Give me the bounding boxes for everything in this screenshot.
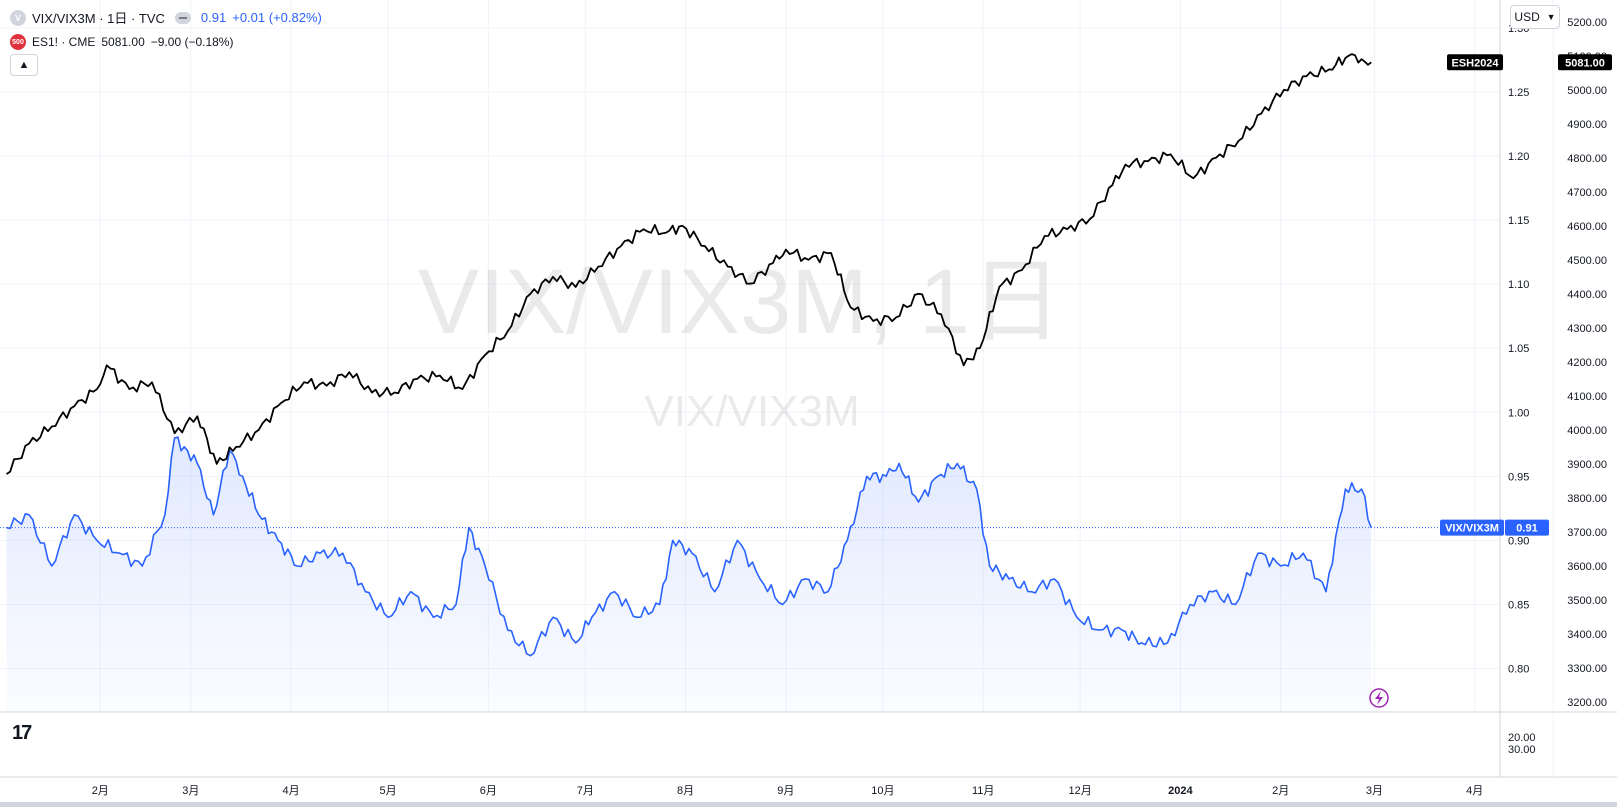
right-axis-tick-label: 3900.00	[1567, 459, 1607, 471]
right-axis-tick-label: 3200.00	[1567, 697, 1607, 709]
time-tick-label: 7月	[577, 785, 594, 797]
time-tick-label: 3月	[1366, 785, 1383, 797]
vix-series-name-tag-bg	[1440, 519, 1504, 536]
right-axis-tick-label: 4400.00	[1567, 289, 1607, 301]
right-axis-tick-label: 4200.00	[1567, 357, 1607, 369]
legend-main-symbol[interactable]: VIX/VIX3M · 1日 · TVC	[32, 11, 165, 26]
currency-selector[interactable]: USD ▼	[1510, 5, 1560, 29]
bottom-scrollbar	[0, 802, 1617, 807]
right-axis-tick-label: 3800.00	[1567, 493, 1607, 505]
pane2-axis-tick-label: 30.00	[1508, 744, 1536, 756]
left-axis-tick-label: 1.00	[1508, 407, 1529, 419]
time-tick-label: 4月	[283, 785, 300, 797]
right-axis-tick-label: 4700.00	[1567, 187, 1607, 199]
left-axis-tick-label: 1.20	[1508, 151, 1529, 163]
chevron-down-icon: ▼	[1546, 12, 1556, 22]
vix-last-value-tag-bg	[1505, 519, 1549, 536]
tradingview-logo[interactable]: 17	[12, 722, 32, 744]
time-tick-label: 6月	[480, 785, 497, 797]
right-axis-tick-label: 4000.00	[1567, 425, 1607, 437]
time-tick-label: 12月	[1069, 785, 1092, 797]
time-axis[interactable]: 2月 3月 4月 5月 6月 7月 8月 9月 10月 11月 12月 2024 2月 3月 4月	[92, 785, 1484, 797]
es-last-value-tag-bg	[1558, 54, 1612, 71]
series-esh2024	[5, 53, 1372, 475]
time-tick-label: 4月	[1466, 785, 1483, 797]
vix-line	[6, 436, 1372, 657]
time-tick-label: 2月	[92, 785, 109, 797]
time-tick-label: 3月	[182, 785, 199, 797]
right-axis-tick-label: 3600.00	[1567, 561, 1607, 573]
sp500-icon: 500	[10, 34, 26, 50]
last-value-labels: VIX/VIX3M 0.91 ESH2024 5081.00	[1440, 54, 1612, 536]
right-axis-tick-label: 4600.00	[1567, 221, 1607, 233]
right-axis-tick-label: 3500.00	[1567, 595, 1607, 607]
right-axis-tick-label: 4500.00	[1567, 255, 1607, 267]
visibility-toggle-icon[interactable]	[174, 11, 191, 24]
series-vix-vix3m	[0, 436, 1440, 712]
es-series-name-tag: ESH2024	[1451, 57, 1499, 69]
collapse-legend-button[interactable]: ▲	[10, 54, 38, 76]
es-line	[5, 53, 1372, 475]
legend-main-change: +0.01 (+0.82%)	[232, 10, 322, 25]
left-axis-tick-label: 1.15	[1508, 215, 1529, 227]
left-axis-tick-label: 0.80	[1508, 664, 1529, 676]
lightning-icon[interactable]	[1369, 688, 1389, 708]
legend-compare-change: −9.00 (−0.18%)	[150, 35, 234, 49]
time-tick-label: 10月	[871, 785, 894, 797]
left-axis-tick-label: 1.05	[1508, 343, 1529, 355]
legend-compare[interactable]: 500 ES1! · CME 5081.00 −9.00 (−0.18%)	[10, 34, 233, 50]
right-axis-tick-label: 4800.00	[1567, 153, 1607, 165]
legend-main[interactable]: V VIX/VIX3M · 1日 · TVC 0.91 +0.01 (+0.82…	[10, 8, 322, 27]
chevron-up-icon: ▲	[18, 59, 30, 71]
left-axis-tick-label: 0.95	[1508, 471, 1529, 483]
left-axis-tick-label: 1.25	[1508, 87, 1529, 99]
watermark-subtitle: VIX/VIX3M	[644, 387, 859, 436]
vix-area-fill	[6, 437, 1372, 712]
watermark: VIX/VIX3M, 1日 VIX/VIX3M	[418, 251, 1062, 436]
left-axis-tick-label: 0.85	[1508, 599, 1529, 611]
symbol-icon: V	[10, 9, 26, 26]
right-axis-tick-label: 4300.00	[1567, 323, 1607, 335]
legend-main-price: 0.91	[200, 10, 227, 25]
time-tick-label: 8月	[677, 785, 694, 797]
time-tick-label: 2024	[1168, 785, 1193, 797]
vix-series-name-tag: VIX/VIX3M	[1445, 523, 1499, 535]
time-tick-label: 2月	[1272, 785, 1289, 797]
time-tick-label: 9月	[777, 785, 794, 797]
left-axis-tick-label: 0.90	[1508, 535, 1529, 547]
legend-compare-symbol[interactable]: ES1! · CME	[32, 35, 96, 49]
time-tick-label: 11月	[972, 785, 994, 797]
pane2-axis-tick-label: 20.00	[1508, 732, 1536, 744]
right-axis-tick-label: 5200.00	[1567, 17, 1607, 29]
es-last-value-tag: 5081.00	[1565, 57, 1605, 69]
currency-label: USD	[1514, 10, 1540, 24]
right-axis-tick-label: 4900.00	[1567, 119, 1607, 131]
es-series-name-tag-bg	[1447, 54, 1503, 71]
legend-compare-price: 5081.00	[101, 35, 145, 49]
vix-last-value-tag: 0.91	[1516, 523, 1537, 535]
left-axis-tick-label: 1.10	[1508, 279, 1529, 291]
right-axis-tick-label: 3300.00	[1567, 663, 1607, 675]
time-tick-label: 5月	[380, 785, 397, 797]
watermark-title: VIX/VIX3M, 1日	[418, 251, 1062, 353]
right-axis-tick-label: 3700.00	[1567, 527, 1607, 539]
right-axis-tick-label: 5000.00	[1567, 85, 1607, 97]
right-axis-tick-label: 3400.00	[1567, 629, 1607, 641]
right-axis-tick-label: 4100.00	[1567, 391, 1607, 403]
